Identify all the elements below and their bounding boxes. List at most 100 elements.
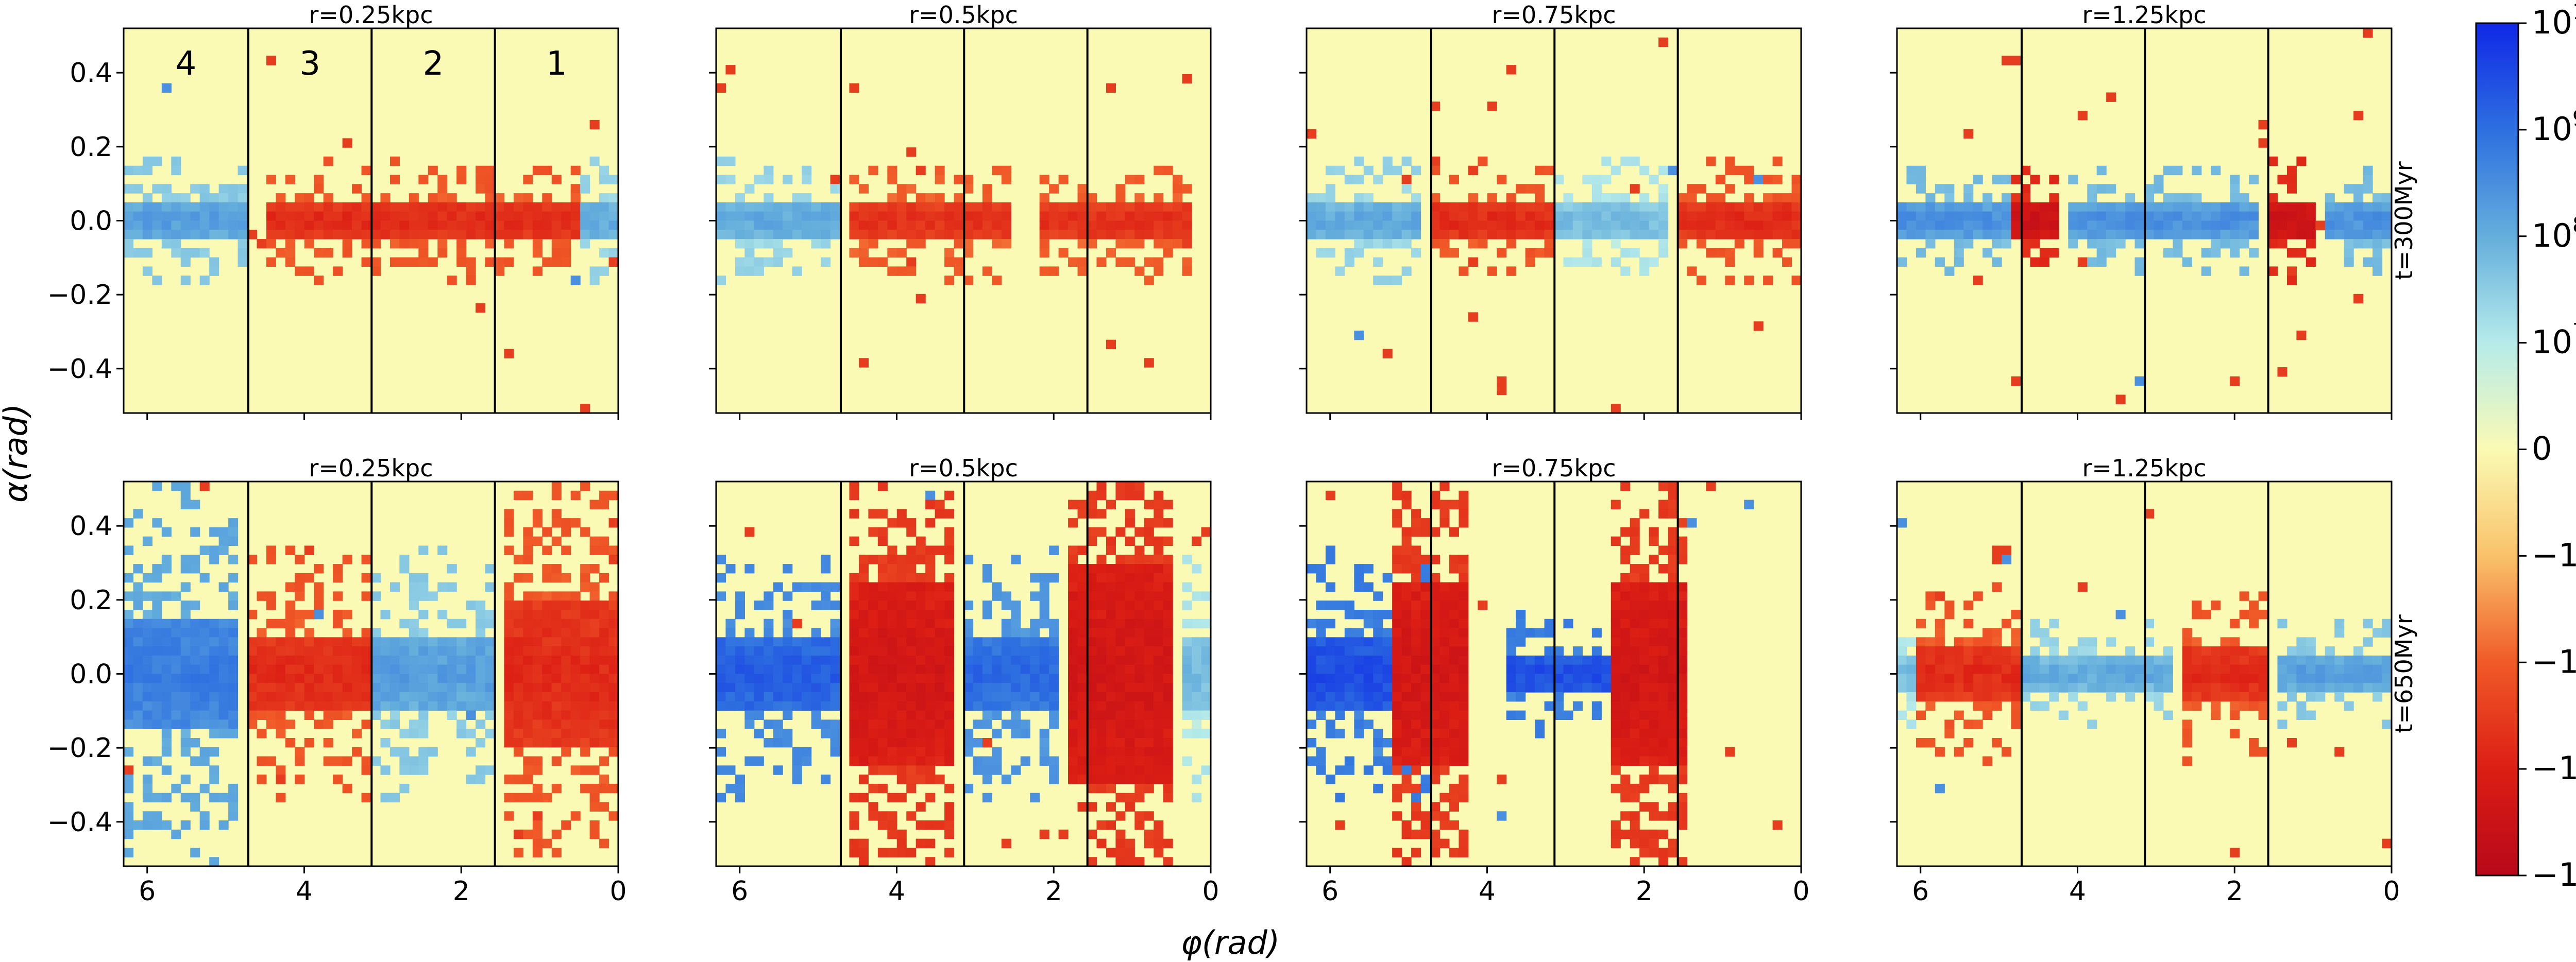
- heatmap-cell: [1630, 610, 1640, 620]
- heatmap-cell: [561, 248, 571, 258]
- heatmap-cell: [1325, 729, 1335, 738]
- heatmap-cell: [2106, 211, 2116, 221]
- heatmap-cell: [513, 710, 523, 720]
- heatmap-cell: [485, 637, 495, 647]
- heatmap-cell: [1154, 820, 1164, 830]
- heatmap-cell: [295, 582, 305, 592]
- heatmap-cell: [868, 230, 878, 239]
- heatmap-cell: [1182, 710, 1192, 720]
- heatmap-cell: [1316, 211, 1326, 221]
- heatmap-cell: [1068, 756, 1078, 766]
- heatmap-cell: [371, 211, 381, 221]
- heatmap-cell: [228, 692, 239, 702]
- heatmap-cell: [716, 692, 726, 702]
- heatmap-cell: [1058, 230, 1069, 239]
- heatmap-cell: [456, 220, 467, 230]
- heatmap-cell: [437, 545, 448, 555]
- heatmap-cell: [1725, 202, 1735, 212]
- heatmap-cell: [1001, 202, 1011, 212]
- heatmap-cell: [1106, 619, 1116, 629]
- heatmap-cell: [561, 692, 571, 702]
- heatmap-cell: [1944, 600, 1955, 610]
- heatmap-cell: [1411, 202, 1421, 212]
- heatmap-cell: [2049, 674, 2059, 683]
- heatmap-cell: [2002, 211, 2012, 221]
- heatmap-cell: [2363, 655, 2373, 665]
- heatmap-cell: [1430, 710, 1440, 720]
- heatmap-cell: [133, 664, 143, 675]
- heatmap-cell: [599, 683, 609, 693]
- heatmap-cell: [1382, 655, 1393, 665]
- heatmap-cell: [1401, 591, 1412, 601]
- heatmap-cell: [1658, 719, 1669, 729]
- heatmap-cell: [1163, 230, 1173, 239]
- heatmap-cell: [504, 655, 514, 665]
- heatmap-cell: [295, 683, 305, 693]
- heatmap-cell: [314, 646, 324, 656]
- heatmap-cell: [276, 710, 286, 720]
- heatmap-cell: [1601, 230, 1612, 239]
- heatmap-cell: [513, 646, 523, 656]
- heatmap-cell: [1125, 509, 1135, 519]
- heatmap-cell: [868, 628, 878, 638]
- heatmap-cell: [849, 637, 859, 647]
- heatmap-cell: [1058, 175, 1069, 184]
- heatmap-cell: [1068, 710, 1078, 720]
- heatmap-cell: [1392, 628, 1402, 638]
- heatmap-cell: [1154, 165, 1164, 176]
- heatmap-cell: [1087, 193, 1097, 203]
- heatmap-cell: [2201, 266, 2211, 276]
- heatmap-cell: [1630, 202, 1640, 212]
- heatmap-cell: [830, 664, 840, 675]
- heatmap-cell: [161, 701, 172, 711]
- heatmap-cell: [1506, 683, 1516, 693]
- heatmap-cell: [1077, 802, 1088, 812]
- heatmap-cell: [1430, 729, 1440, 738]
- heatmap-cell: [877, 848, 888, 857]
- heatmap-cell: [504, 518, 514, 528]
- heatmap-cell: [1601, 193, 1612, 203]
- heatmap-cell: [1077, 211, 1088, 221]
- heatmap-cell: [1373, 175, 1383, 184]
- heatmap-cell: [716, 573, 726, 583]
- heatmap-cell: [1154, 655, 1164, 665]
- heatmap-cell: [2087, 646, 2097, 656]
- heatmap-cell: [1182, 600, 1192, 610]
- heatmap-cell: [1439, 664, 1450, 675]
- heatmap-cell: [2258, 591, 2268, 601]
- heatmap-cell: [1649, 729, 1659, 738]
- heatmap-cell: [342, 710, 352, 720]
- heatmap-cell: [868, 710, 878, 720]
- heatmap-cell: [1591, 664, 1602, 675]
- heatmap-cell: [1039, 692, 1049, 702]
- heatmap-cell: [1382, 628, 1393, 638]
- heatmap-cell: [744, 756, 755, 766]
- heatmap-cell: [1439, 619, 1450, 629]
- heatmap-cell: [1077, 719, 1088, 729]
- heatmap-cell: [2182, 628, 2192, 638]
- heatmap-cell: [1401, 738, 1412, 748]
- heatmap-cell: [247, 555, 258, 564]
- heatmap-cell: [380, 211, 391, 221]
- heatmap-cell: [1544, 646, 1554, 656]
- heatmap-cell: [1182, 692, 1192, 702]
- heatmap-cell: [1077, 775, 1088, 784]
- heatmap-cell: [389, 230, 400, 239]
- heatmap-cell: [1401, 674, 1412, 683]
- heatmap-cell: [580, 600, 590, 610]
- heatmap-cell: [1411, 719, 1421, 729]
- heatmap-cell: [792, 211, 802, 221]
- colorbar-tick-label: 107: [2532, 319, 2576, 361]
- heatmap-cell: [773, 211, 783, 221]
- heatmap-cell: [1630, 157, 1640, 166]
- heatmap-cell: [1077, 545, 1088, 555]
- heatmap-cell: [1363, 674, 1374, 683]
- heatmap-cell: [124, 239, 134, 249]
- heatmap-cell: [982, 664, 992, 675]
- heatmap-cell: [973, 230, 983, 239]
- heatmap-cell: [561, 637, 571, 647]
- heatmap-cell: [2021, 664, 2031, 675]
- heatmap-cell: [1182, 655, 1192, 665]
- heatmap-cell: [1115, 239, 1126, 249]
- heatmap-cell: [314, 610, 324, 620]
